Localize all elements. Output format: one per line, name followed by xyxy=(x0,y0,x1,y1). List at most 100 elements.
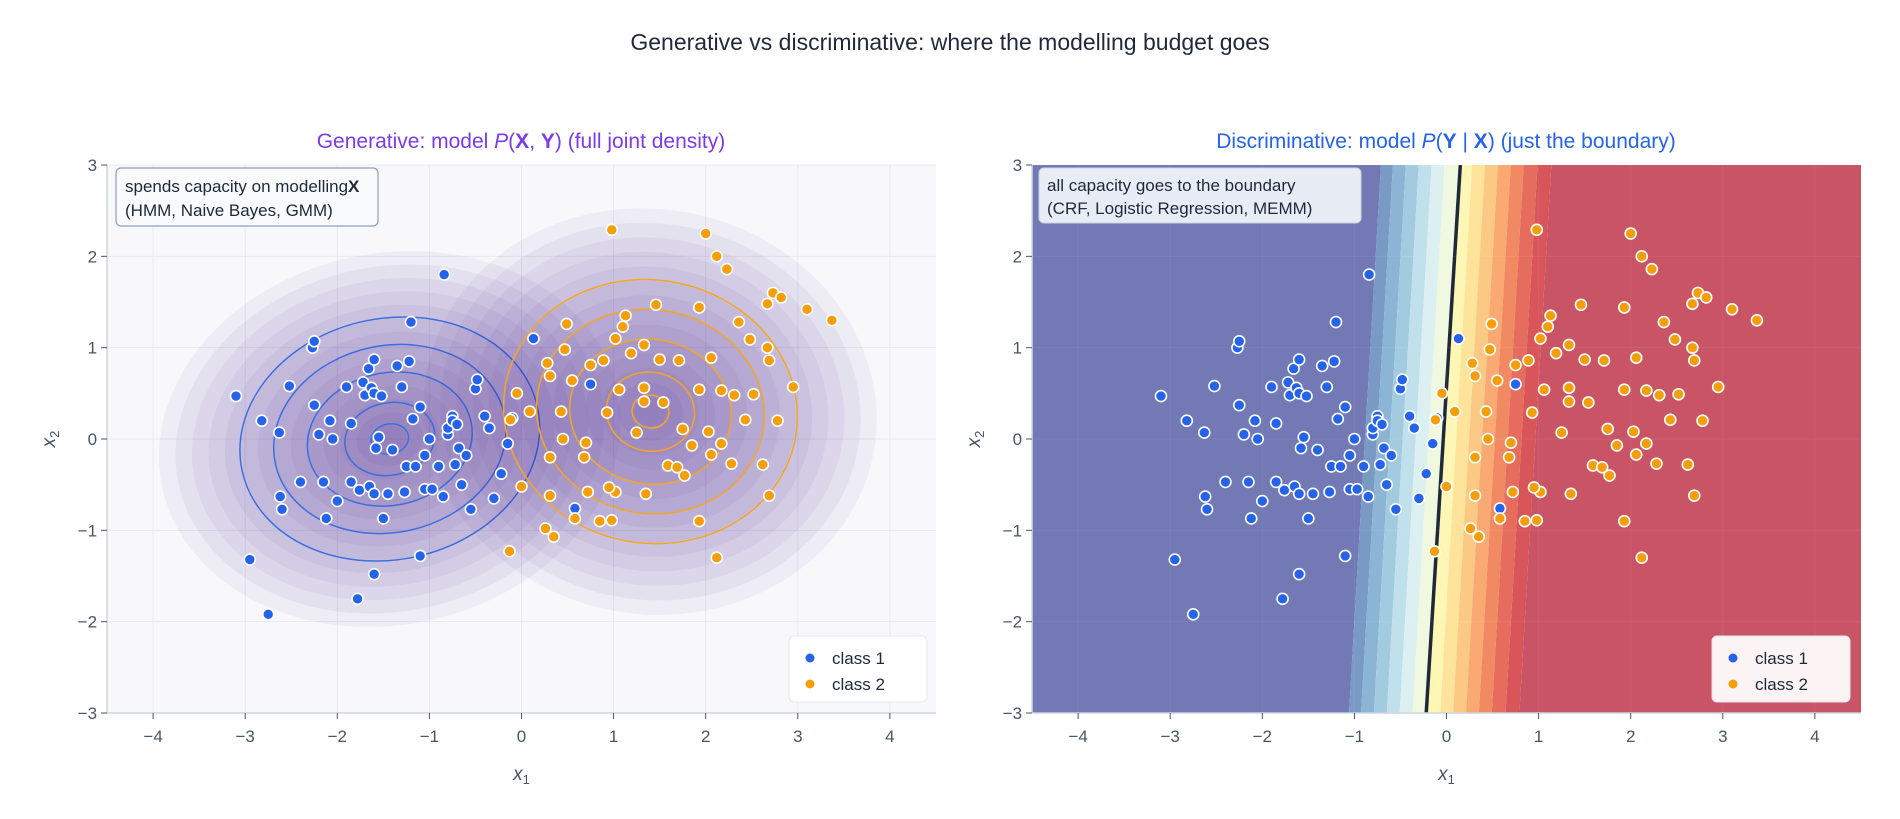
class-1-point xyxy=(406,412,420,426)
class-1-point xyxy=(1265,380,1278,394)
class-2-point xyxy=(1610,439,1624,452)
class-2-point xyxy=(1657,315,1671,329)
density-level xyxy=(191,277,588,601)
x-tick-label: 1 xyxy=(609,727,618,746)
y-tick-label: −3 xyxy=(78,704,97,723)
class-2-point xyxy=(515,480,528,493)
class-2-point xyxy=(543,450,557,464)
svg-text:all capacity goes to the bound: all capacity goes to the boundary xyxy=(1047,176,1296,195)
y-tick-label: −1 xyxy=(78,521,97,540)
class-1-point xyxy=(323,414,337,428)
svg-text:(CRF, Logistic Regression, MEM: (CRF, Logistic Regression, MEMM) xyxy=(1047,199,1312,218)
y-tick-label: −3 xyxy=(1003,704,1022,723)
class-1-point xyxy=(1329,315,1343,329)
class-1-point xyxy=(255,414,269,428)
class-1-point xyxy=(1269,475,1283,489)
density-level xyxy=(488,266,813,557)
class-2-point xyxy=(1640,384,1653,397)
discriminative-title: Discriminative: model P(Y | X) (just the… xyxy=(1216,130,1676,153)
class-1-point xyxy=(273,490,287,503)
class-1-point xyxy=(307,398,321,412)
probability-band xyxy=(1453,165,1498,713)
class-2-point xyxy=(1664,413,1677,427)
class-2-point xyxy=(1624,227,1637,240)
class-1-point xyxy=(1362,268,1376,281)
class-2-point xyxy=(619,309,632,323)
class-1-point xyxy=(261,608,275,621)
probability-band xyxy=(1519,165,1861,713)
class-1-point xyxy=(1338,400,1352,414)
class-1-point xyxy=(436,490,450,503)
class-2-point xyxy=(624,346,638,360)
class-1-point xyxy=(1334,460,1347,473)
class-1-point xyxy=(367,487,381,501)
class-2-point xyxy=(1502,450,1516,464)
class-1-point xyxy=(409,460,422,473)
class-2-point xyxy=(540,356,554,370)
class-1-point xyxy=(1323,485,1336,499)
class-2-point xyxy=(639,487,653,501)
class-2-point xyxy=(1549,346,1563,360)
y-tick-label: 3 xyxy=(1013,156,1022,175)
annotation-box: spends capacity on modellingX (HMM, Naiv… xyxy=(115,167,379,227)
class-1-point xyxy=(1186,608,1200,621)
legend-label-class-1: class 1 xyxy=(832,649,885,668)
class-1-point xyxy=(1361,490,1375,503)
class-1-point xyxy=(1403,409,1416,423)
class-2-point xyxy=(1522,354,1535,367)
class-2-point xyxy=(1640,437,1653,450)
class-2-point xyxy=(558,343,572,356)
class-1-point xyxy=(381,487,395,501)
class-1-point xyxy=(501,437,514,450)
class-2-point xyxy=(743,333,757,346)
class-2-point xyxy=(1468,450,1482,464)
class-1-point xyxy=(1373,458,1387,471)
class-1-point xyxy=(482,421,496,435)
class-2-point xyxy=(600,406,614,419)
class-2-point xyxy=(1686,297,1699,311)
class-1-point xyxy=(1302,512,1315,525)
class-2-point xyxy=(657,396,670,409)
class-1-point xyxy=(1311,443,1324,457)
class-contour-line xyxy=(535,308,766,515)
class-1-point xyxy=(369,441,383,455)
class-1-point xyxy=(307,334,321,348)
class-2-point xyxy=(786,380,800,394)
y-tick-label: −2 xyxy=(78,613,97,632)
y-axis-label: x2 xyxy=(39,431,62,449)
legend-label-class-1: class 1 xyxy=(1755,649,1808,668)
x-tick-label: −1 xyxy=(1345,727,1364,746)
class-1-point xyxy=(1168,553,1182,566)
class-1-point xyxy=(344,475,358,489)
class-1-point xyxy=(470,373,484,386)
svg-text:(HMM, Naive Bayes, GMM): (HMM, Naive Bayes, GMM) xyxy=(125,201,333,220)
class-1-point xyxy=(402,355,416,368)
x-tick-label: −3 xyxy=(236,727,255,746)
y-tick-label: 3 xyxy=(88,156,97,175)
class-1-point xyxy=(319,512,333,525)
class-2-point xyxy=(1530,513,1544,527)
class-2-point xyxy=(579,436,593,449)
class-1-point xyxy=(1292,353,1306,366)
class-2-point xyxy=(1429,413,1442,427)
axes: −4 −3 −2 −1 0 1 2 3 4 −3 −2 −1 0 1 2 3 x1 x2 xyxy=(964,156,1861,787)
class-1-point xyxy=(413,549,427,563)
probability-band xyxy=(1478,165,1524,713)
class-2-point xyxy=(1617,514,1631,528)
density-level xyxy=(424,208,877,615)
class-2-point xyxy=(1687,354,1701,367)
class-2-point xyxy=(1750,313,1764,327)
x-tick-label: −1 xyxy=(420,727,439,746)
class-1-point xyxy=(390,359,404,373)
class-2-point xyxy=(1527,481,1541,494)
class-2-point xyxy=(653,353,666,366)
class-2-point xyxy=(1468,369,1482,383)
decision-boundary-line xyxy=(1424,165,1463,713)
x-axis-label: x1 xyxy=(1437,764,1455,787)
class-2-point xyxy=(1485,317,1498,331)
x-tick-label: 3 xyxy=(793,727,802,746)
class-1-point xyxy=(330,494,344,508)
class-1-point xyxy=(1306,487,1320,501)
class-1-point xyxy=(1412,492,1426,505)
class-2-point xyxy=(581,485,595,499)
